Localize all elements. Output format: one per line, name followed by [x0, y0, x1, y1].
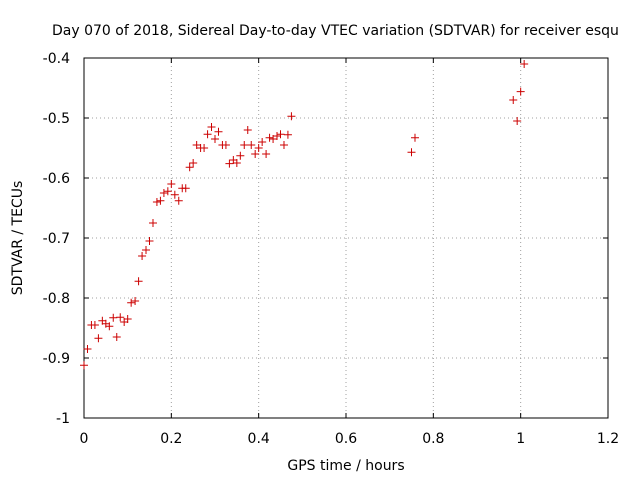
chart-title: Day 070 of 2018, Sidereal Day-to-day VTE… — [52, 23, 619, 39]
axis-ticks — [83, 57, 609, 419]
data-point — [254, 144, 263, 152]
y-tick-label: -1 — [56, 411, 70, 427]
data-point — [189, 159, 198, 167]
data-point — [276, 130, 285, 139]
data-point — [109, 313, 118, 322]
data-point — [134, 277, 143, 286]
y-tick-label: -0.9 — [43, 351, 70, 367]
data-point — [262, 150, 271, 158]
data-point — [251, 150, 260, 158]
data-point — [200, 144, 209, 152]
data-point — [513, 117, 522, 125]
y-tick-label: -0.7 — [43, 231, 70, 247]
x-tick-labels: 0 0.2 0.4 0.6 0.8 1 1.2 — [80, 431, 620, 447]
data-point — [83, 345, 92, 353]
y-tick-labels: -1 -0.9 -0.8 -0.7 -0.6 -0.5 -0.4 — [43, 51, 70, 427]
x-tick-label: 1 — [516, 431, 525, 447]
data-point — [287, 112, 296, 121]
x-tick-label: 0.2 — [160, 431, 182, 447]
data-point — [156, 196, 165, 205]
data-point — [170, 190, 179, 199]
data-point — [214, 127, 223, 136]
x-tick-label: 0.4 — [248, 431, 270, 447]
x-tick-label: 1.2 — [597, 431, 619, 447]
data-point — [148, 219, 157, 227]
data-point — [94, 334, 103, 343]
data-point — [509, 96, 518, 104]
data-point — [127, 298, 136, 307]
data-points — [80, 60, 529, 370]
y-tick-label: -0.8 — [43, 291, 70, 307]
data-point — [145, 237, 154, 245]
data-point — [211, 135, 219, 143]
data-point — [167, 180, 176, 188]
data-point — [174, 196, 183, 205]
data-point — [232, 159, 241, 167]
data-point — [152, 198, 161, 206]
y-tick-label: -0.6 — [43, 171, 70, 187]
data-point — [273, 132, 282, 140]
data-point — [159, 189, 168, 197]
grid-lines — [84, 58, 608, 418]
data-point — [410, 133, 419, 142]
data-point — [116, 313, 125, 322]
data-point — [207, 123, 216, 131]
data-point — [181, 184, 190, 193]
data-point — [138, 252, 147, 260]
data-point — [112, 333, 121, 341]
data-point — [279, 141, 288, 149]
data-point — [520, 60, 529, 68]
y-tick-label: -0.4 — [43, 51, 70, 67]
data-point — [516, 87, 525, 96]
data-point — [131, 297, 140, 305]
x-axis-label: GPS time / hours — [287, 458, 404, 474]
data-point — [221, 141, 230, 149]
y-axis-label: SDTVAR / TECUs — [10, 181, 26, 296]
data-point — [105, 322, 114, 331]
data-point — [265, 133, 274, 142]
data-point — [225, 159, 234, 168]
data-point — [240, 141, 249, 149]
data-point — [203, 130, 212, 139]
data-point — [407, 148, 416, 157]
data-point — [236, 151, 245, 160]
x-tick-label: 0.8 — [422, 431, 444, 447]
data-point — [283, 130, 292, 139]
data-point — [90, 321, 99, 329]
data-point — [247, 141, 256, 149]
data-point — [123, 315, 132, 323]
y-tick-label: -0.5 — [43, 111, 70, 127]
x-tick-label: 0.6 — [335, 431, 357, 447]
data-point — [163, 187, 172, 196]
data-point — [243, 126, 252, 134]
data-point — [80, 361, 88, 370]
x-tick-label: 0 — [80, 431, 89, 447]
data-point — [258, 138, 267, 146]
data-point — [142, 246, 151, 254]
data-point — [185, 163, 194, 172]
